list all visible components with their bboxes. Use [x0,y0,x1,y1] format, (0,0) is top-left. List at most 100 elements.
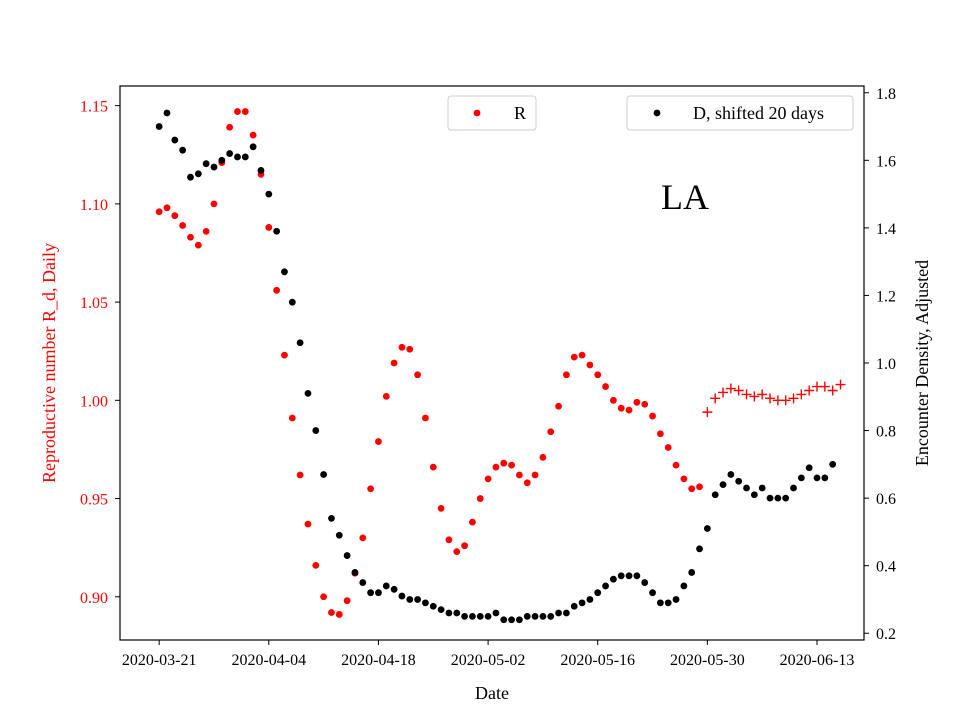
series-0-point [664,444,672,451]
series-1-point [757,389,768,400]
series-2-point [304,390,312,397]
series-2-point [711,491,719,499]
series-1-point [819,381,830,392]
x-tick-label: 2020-05-30 [670,652,745,669]
series-2-point [328,514,335,522]
series-2-point [743,484,750,492]
series-0-point [320,593,328,601]
series-2-point [375,589,382,597]
chart-title: LA [661,177,709,217]
legend-r-label: R [514,103,526,123]
series-2-point [249,143,257,151]
x-tick-label: 2020-06-13 [780,652,855,669]
series-2-point [351,569,359,576]
series-0-point [453,548,461,555]
y-axis-left-label: Reproductive number R_d, Daily [39,243,59,483]
series-0-point [688,485,696,493]
series-0-point [586,361,594,369]
series-0-point [406,345,414,353]
series-2-point [719,481,727,489]
series-2-point [516,616,523,624]
series-0-point [304,520,312,528]
series-0-point [570,353,578,361]
series-2-point [492,609,500,617]
series-2-point [218,156,226,164]
series-0-point [234,108,241,115]
series-2-point [633,572,641,580]
legend-r: R [447,95,537,131]
series-0-point [202,227,210,235]
series-1-point [835,379,846,390]
series-0-point [265,224,273,231]
series-0-point [461,542,468,550]
series-2-point [406,596,414,603]
series-0-point [476,495,484,502]
series-2-point [469,612,476,620]
y-left-tick-label: 1.05 [80,295,108,312]
series-2-point [194,170,202,178]
series-0-point [594,371,602,379]
y-left-tick-label: 1.15 [80,99,108,116]
series-0-point [273,286,281,294]
series-2-point [656,599,664,607]
series-2-point [641,579,649,586]
series-0-point [312,561,320,569]
y-right-tick-label: 1.6 [876,153,896,170]
series-0-point [375,438,382,445]
series-2-point [187,173,194,181]
y-left-tick-label: 1.00 [80,393,108,410]
series-1-point [718,387,729,398]
y-right-tick-label: 0.6 [876,491,896,508]
series-2-point [257,167,265,174]
series-0-point [414,371,421,379]
series-1-point [733,385,744,396]
series-2-point [500,616,508,624]
series-0-point [343,597,351,605]
series-2-point [382,582,390,590]
series-2-point [437,606,445,613]
series-2-point [664,599,672,607]
series-2-point [508,616,515,624]
series-2-point [320,471,328,478]
y-right-tick-label: 1.0 [876,356,896,373]
series-2-point [445,609,453,617]
series-0-point [288,414,296,422]
legend-d-box [626,95,854,131]
series-1-point [765,393,776,404]
series-0-point [241,108,249,115]
series-1-point [788,393,799,404]
series-2-point [625,572,633,580]
series-2-point [758,484,766,492]
series-2-point [829,460,837,468]
series-2-point [750,491,758,499]
legend-d-label: D, shifted 20 days [693,103,824,123]
x-axis-label: Date [475,683,509,703]
series-2-point [594,589,602,597]
series-0-point [609,396,617,404]
series-2-point [234,153,241,161]
series-2-point [241,153,249,161]
series-0-point [492,463,500,471]
series-2-point [335,531,343,539]
plot-frame [119,85,865,641]
series-0-point [249,131,257,139]
series-0-point [484,475,492,483]
series-2-point [484,612,492,620]
series-0-point [382,392,390,400]
series-0-point [633,398,641,406]
series-0-point [437,504,445,512]
series-1-point [710,393,721,404]
x-tick-label: 2020-03-21 [122,652,197,669]
series-2-point [805,464,813,472]
series-0-point [617,404,625,412]
series-2-point [343,552,351,559]
series-0-point [194,241,202,249]
series-2-point [429,602,437,610]
series-0-point [335,611,343,618]
series-1-point [725,383,736,394]
series-2-point [288,298,296,306]
series-0-point [547,428,555,436]
series-2-point [821,474,829,482]
series-0-point [523,479,531,487]
series-0-point [187,233,194,241]
